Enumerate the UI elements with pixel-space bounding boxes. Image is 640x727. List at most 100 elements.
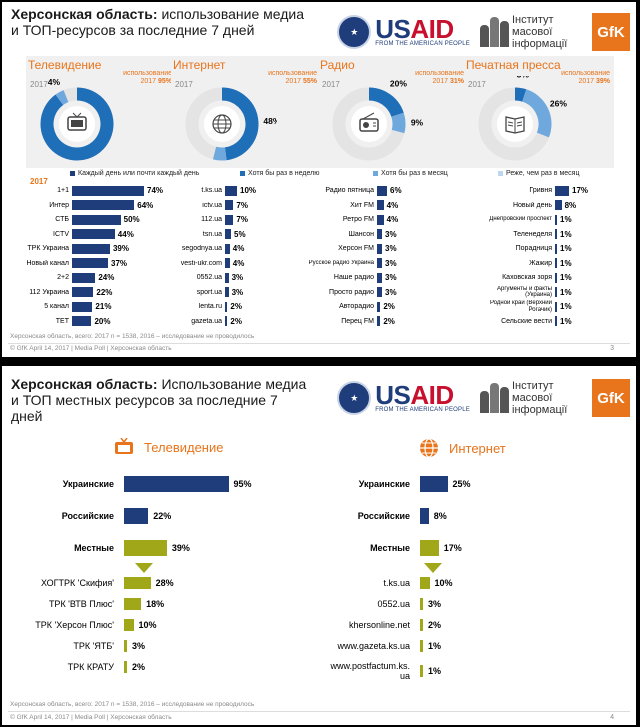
slide-title: Херсонская область: использование медиа …	[11, 6, 305, 38]
usage-label: использование 2017 95%	[123, 70, 172, 85]
ranking-row: Каховская зоря 1%	[470, 272, 572, 283]
legend-label: Каждый день или почти каждый день	[78, 170, 200, 177]
bar	[225, 287, 229, 297]
row-label: ТРК Украина	[27, 245, 69, 252]
row-label: Радио пятница	[325, 187, 374, 194]
row-label: Наше радио	[333, 274, 374, 281]
bar-value: 1%	[560, 244, 572, 253]
slide-title: Херсонская область: Использование медиа …	[11, 376, 307, 424]
panel-title: Интернет	[173, 58, 226, 72]
panel-year: 2017	[30, 80, 48, 89]
donut-slice	[221, 87, 259, 161]
bar-value: 37%	[111, 258, 128, 268]
donut-slice	[368, 87, 404, 118]
bar	[72, 301, 93, 312]
bar	[225, 214, 234, 225]
ranking-row: Херсон FM 3%	[307, 243, 397, 254]
row-label: Сельские вести	[501, 317, 552, 325]
ranking-row: Российские 22%	[14, 508, 171, 524]
bar-value: 1%	[428, 641, 442, 651]
row-label: Новый день	[512, 201, 552, 209]
bar	[225, 258, 230, 268]
bar-value: 2%	[230, 302, 242, 311]
donut-label: 48%	[263, 116, 277, 126]
bar	[72, 272, 96, 283]
bar-value: 28%	[155, 578, 174, 588]
ranking-row: Гривня 17%	[470, 185, 588, 196]
row-label: Местные	[74, 543, 114, 553]
bar	[555, 258, 557, 268]
bar-value: 3%	[385, 273, 397, 282]
bar-value: 3%	[385, 244, 397, 253]
ranking-row: Интер 64%	[12, 200, 153, 211]
slide-3: Херсонская область: использование медиа …	[2, 2, 636, 357]
bar	[225, 243, 230, 254]
bar-value: 4%	[232, 258, 245, 268]
page-number: 4	[610, 714, 614, 721]
bar-value: 3%	[231, 273, 244, 282]
donut-chart: 90%4%	[40, 77, 114, 161]
bar	[377, 272, 382, 283]
bar-value: 2%	[383, 316, 395, 326]
row-label: ТРК КРАТУ	[67, 662, 114, 672]
bar	[377, 287, 382, 297]
row-label: 1+1	[57, 187, 69, 194]
bar	[420, 476, 448, 492]
ranking-row: 2+2 24%	[12, 272, 114, 283]
globe-icon	[212, 114, 232, 134]
bar-value: 5%	[234, 229, 246, 239]
bar-value: 7%	[236, 215, 248, 224]
usage-label: использование 2017 55%	[268, 70, 317, 85]
row-label: Украинские	[358, 479, 410, 489]
bar	[555, 301, 557, 312]
year-label: 2017	[30, 177, 48, 186]
bar	[377, 229, 382, 239]
row-label: Днепровский проспект	[489, 216, 552, 223]
bar-value: 4%	[386, 200, 399, 210]
ranking-row: khersonline.net 2%	[310, 619, 441, 631]
row-label: 0552.ua	[377, 599, 410, 609]
bar-value: 39%	[112, 244, 129, 253]
usaid-seal-icon: ★	[337, 15, 372, 49]
internet-section-title: Интернет	[419, 438, 506, 458]
bar	[225, 316, 228, 326]
row-label: lenta.ru	[198, 303, 222, 310]
ranking-row: tsn.ua 5%	[167, 229, 246, 240]
bar	[72, 200, 135, 210]
row-label: 2+2	[57, 274, 69, 281]
ranking-row: Родной край (Верхний Рогачик) 1%	[470, 300, 572, 313]
bar	[225, 200, 234, 210]
bar	[124, 640, 127, 652]
ranking-row: Перец FM 2%	[307, 316, 395, 327]
row-label: sport.ua	[196, 288, 222, 296]
bar	[225, 229, 231, 239]
bar	[555, 229, 557, 239]
donut-label: 9%	[411, 117, 424, 127]
donut-label: 5%	[517, 76, 530, 80]
bar	[72, 258, 108, 268]
bar-value: 1%	[560, 316, 572, 326]
ranking-row: ТРК КРАТУ 2%	[14, 661, 145, 673]
ranking-row: ТРК Украина 39%	[12, 243, 129, 254]
ranking-row: ICTV 44%	[12, 229, 134, 240]
bar	[72, 287, 94, 297]
bar	[420, 619, 423, 631]
row-label: Хит FM	[350, 201, 374, 209]
ranking-row: sport.ua 3%	[167, 287, 243, 298]
row-label: ТРК 'Херсон Плюс'	[35, 620, 114, 630]
row-label: www.gazeta.ks.ua	[337, 641, 410, 651]
tv-section-title: Телевидение	[114, 438, 223, 456]
row-label: Шансон	[348, 230, 374, 238]
ranking-row: 5 канал 21%	[12, 301, 111, 312]
ranking-row: 112 Украина 22%	[12, 287, 112, 298]
bar-value: 1%	[428, 666, 442, 676]
row-label: Каховская зоря	[502, 274, 552, 281]
ranking-row: t.ks.ua 10%	[310, 577, 453, 589]
row-label: Местные	[370, 543, 410, 553]
panel-title: Телевидение	[28, 58, 102, 72]
bar	[124, 598, 142, 610]
legend-item: Каждый день или почти каждый день	[70, 170, 199, 177]
ranking-row: segodnya.ua 4%	[167, 243, 244, 254]
donut-slice	[521, 89, 552, 138]
donut-label: 20%	[390, 79, 407, 89]
